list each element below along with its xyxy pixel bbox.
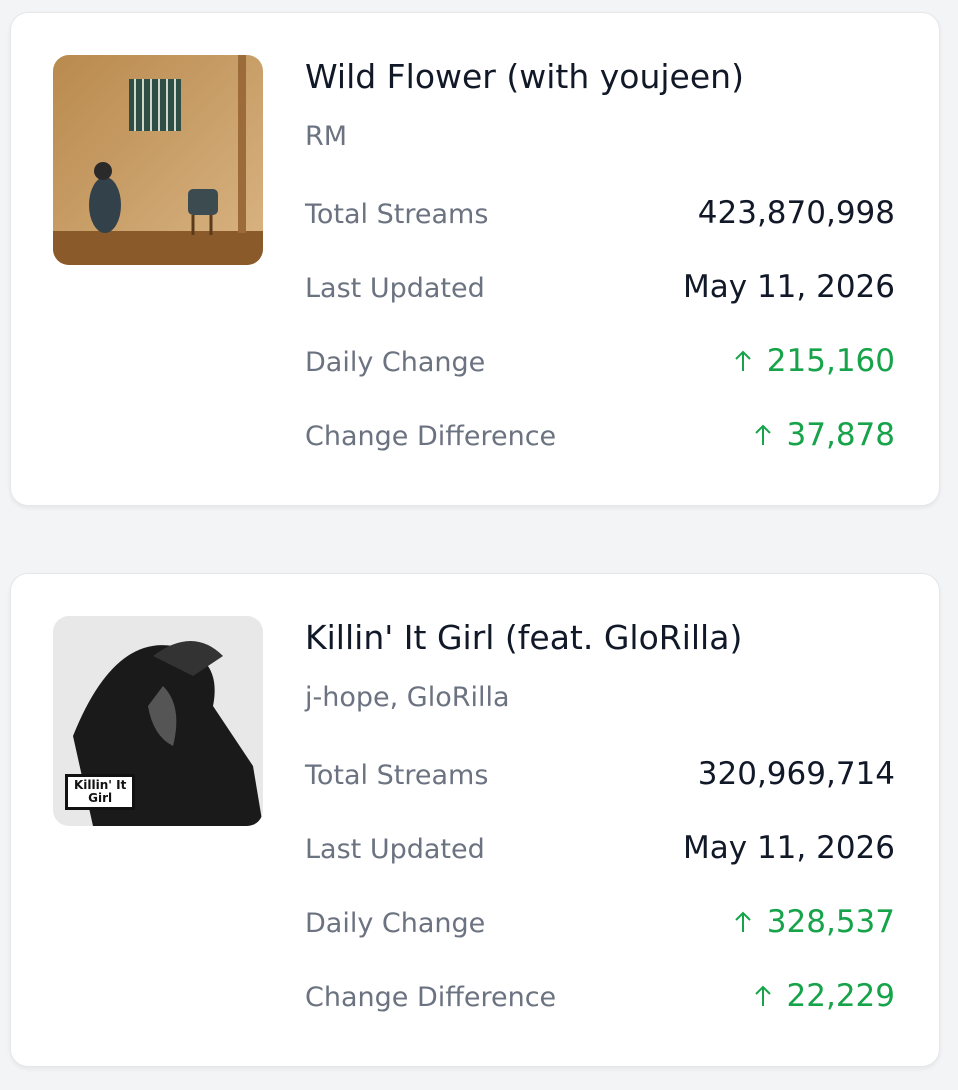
stat-value: May 11, 2026 (683, 269, 895, 305)
cover-text: Killin' It Girl (65, 774, 136, 810)
stat-label: Daily Change (305, 908, 486, 939)
stat-value-text: 215,160 (766, 343, 895, 379)
stat-value: 37,878 (753, 417, 895, 453)
album-art (53, 55, 263, 265)
artist-name: j-hope, GloRilla (305, 682, 510, 713)
song-title: Wild Flower (with youjeen) (305, 57, 744, 96)
up-arrow-icon (754, 985, 771, 1006)
cover-text-line: Killin' It (74, 778, 127, 792)
stat-value-text: 22,229 (786, 978, 895, 1014)
stat-value-text: 328,537 (766, 904, 895, 940)
stat-value: 320,969,714 (698, 756, 895, 792)
stat-value: 22,229 (753, 978, 895, 1014)
stat-value: 423,870,998 (698, 195, 895, 231)
stat-value-text: May 11, 2026 (683, 269, 895, 305)
song-card: Wild Flower (with youjeen) RM Total Stream… (10, 12, 940, 506)
stat-value: 215,160 (733, 343, 895, 379)
album-art: Killin' It Girl (53, 616, 263, 826)
cover-text-line: Girl (88, 791, 113, 805)
up-arrow-icon (735, 350, 751, 371)
up-arrow-icon (735, 911, 751, 932)
stat-value: 328,537 (733, 904, 895, 940)
stat-value-text: 320,969,714 (697, 756, 895, 792)
song-card: Killin' It Girl Killin' It Girl (feat. Glo… (10, 573, 940, 1067)
stat-value: May 11, 2026 (683, 830, 895, 866)
stat-label: Change Difference (305, 421, 557, 452)
stat-value-text: 423,870,998 (697, 195, 895, 231)
stat-label: Daily Change (305, 347, 486, 378)
song-title: Killin' It Girl (feat. GloRilla) (305, 618, 743, 657)
stat-value-text: May 11, 2026 (683, 830, 895, 866)
stat-label: Change Difference (305, 982, 557, 1013)
stat-value-text: 37,878 (786, 417, 895, 453)
stat-label: Total Streams (305, 760, 489, 791)
up-arrow-icon (754, 424, 771, 445)
artist-name: RM (305, 121, 348, 152)
stat-label: Total Streams (305, 199, 489, 230)
stat-label: Last Updated (305, 273, 485, 304)
stat-label: Last Updated (305, 834, 485, 865)
